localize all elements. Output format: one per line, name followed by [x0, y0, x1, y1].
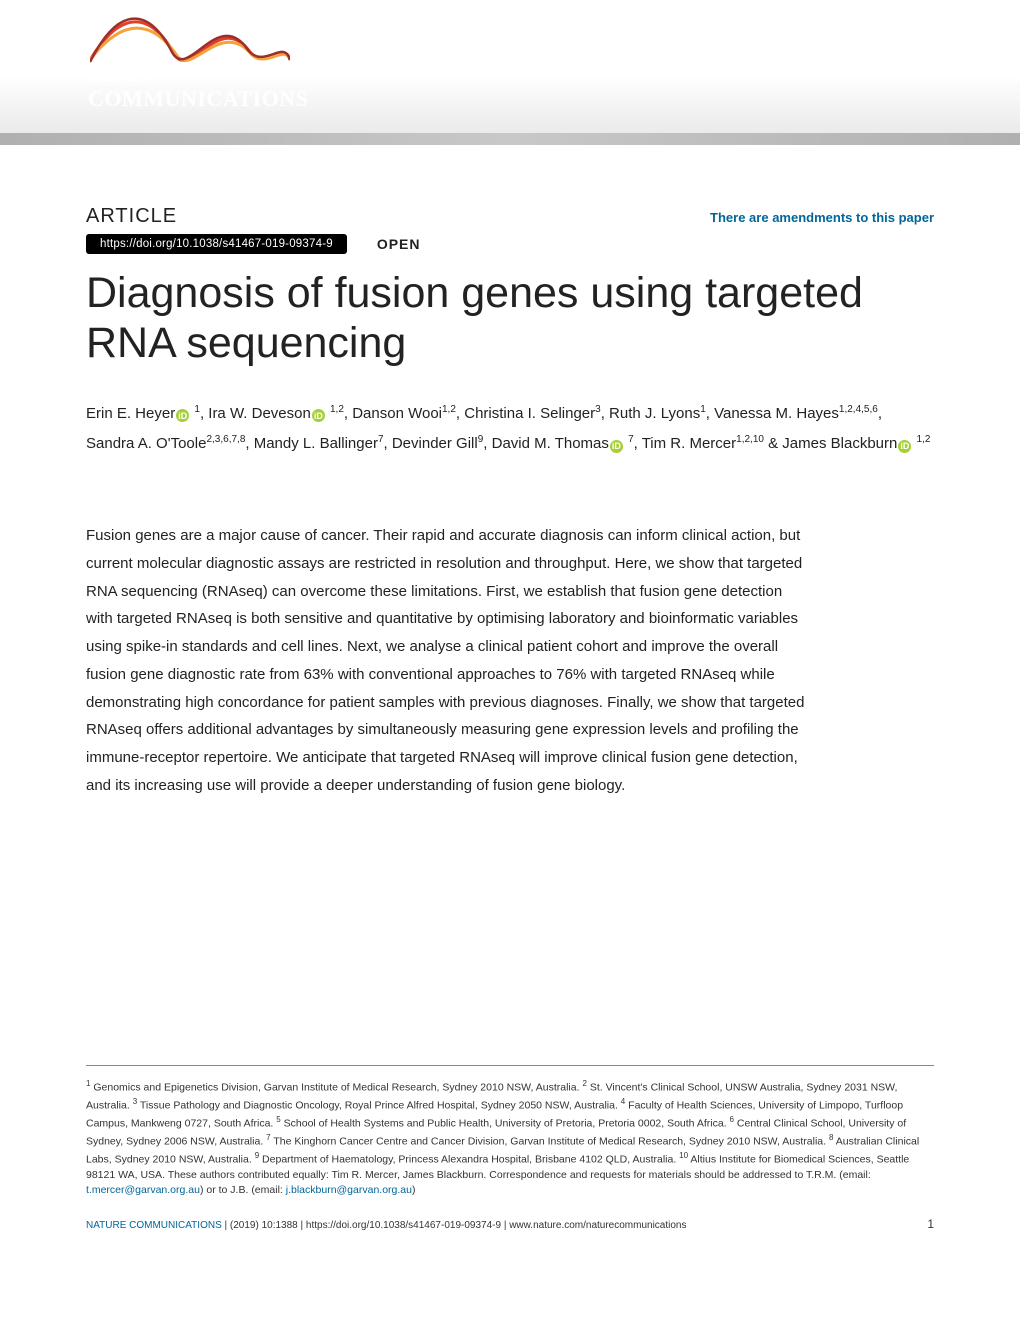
open-access-label: OPEN: [377, 236, 421, 252]
article-title: Diagnosis of fusion genes using targeted…: [86, 268, 934, 369]
footer-citation: NATURE COMMUNICATIONS | (2019) 10:1388 |…: [86, 1220, 687, 1231]
doi-row: https://doi.org/10.1038/s41467-019-09374…: [86, 234, 934, 254]
brand-line1: nature: [88, 58, 308, 87]
footer-journal: NATURE COMMUNICATIONS: [86, 1220, 222, 1231]
article-page: ARTICLE There are amendments to this pap…: [0, 145, 1020, 1247]
journal-hero-banner: nature COMMUNICATIONS: [0, 0, 1020, 145]
article-top-row: ARTICLE There are amendments to this pap…: [86, 205, 934, 228]
brand-wordmark: nature COMMUNICATIONS: [88, 58, 308, 110]
brand-line2: COMMUNICATIONS: [88, 87, 308, 110]
author-list: Erin E. HeyeriD 1, Ira W. DevesoniD 1,2,…: [86, 399, 934, 461]
amendments-link[interactable]: There are amendments to this paper: [710, 210, 934, 225]
doi-pill[interactable]: https://doi.org/10.1038/s41467-019-09374…: [86, 234, 347, 254]
page-footer: NATURE COMMUNICATIONS | (2019) 10:1388 |…: [86, 1217, 934, 1231]
footer-citation-text: | (2019) 10:1388 | https://doi.org/10.10…: [222, 1220, 687, 1231]
orcid-icon: iD: [312, 409, 325, 422]
orcid-icon: iD: [610, 440, 623, 453]
orcid-icon: iD: [898, 440, 911, 453]
abstract-text: Fusion genes are a major cause of cancer…: [86, 522, 806, 800]
orcid-icon: iD: [176, 409, 189, 422]
footer-page-number: 1: [927, 1217, 934, 1231]
affiliations-block: 1 Genomics and Epigenetics Division, Gar…: [86, 1065, 934, 1199]
article-type-label: ARTICLE: [86, 205, 177, 228]
